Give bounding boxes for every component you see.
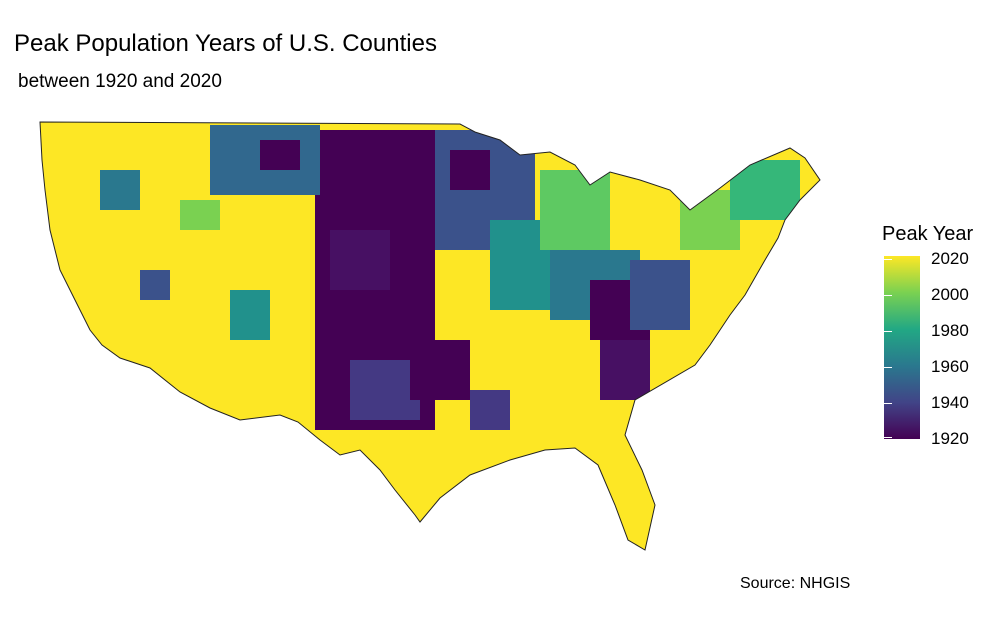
us-county-choropleth-map bbox=[39, 121, 821, 551]
source-caption: Source: NHGIS bbox=[740, 575, 851, 592]
legend-tick bbox=[884, 367, 892, 368]
legend-tick-label: 1920 bbox=[931, 429, 969, 448]
legend-tick bbox=[920, 295, 928, 296]
legend-tick bbox=[920, 437, 928, 438]
legend-tick-label: 1960 bbox=[931, 357, 969, 376]
map-title: Peak Population Years of U.S. Counties bbox=[14, 30, 437, 57]
legend-tick-label: 1980 bbox=[931, 321, 969, 340]
legend-colorbar bbox=[884, 256, 920, 439]
legend-tick-label: 2000 bbox=[931, 285, 969, 304]
legend-tick bbox=[920, 367, 928, 368]
legend-tick bbox=[884, 331, 892, 332]
legend-tick bbox=[884, 295, 892, 296]
legend-tick bbox=[884, 437, 892, 438]
map-subtitle: between 1920 and 2020 bbox=[18, 71, 222, 92]
legend-tick bbox=[920, 331, 928, 332]
legend-tick-label: 1940 bbox=[931, 393, 969, 412]
county-fill-regions bbox=[40, 122, 820, 550]
legend-tick bbox=[884, 259, 892, 260]
legend-tick-label: 2020 bbox=[931, 249, 969, 268]
legend-tick bbox=[884, 403, 892, 404]
legend-title: Peak Year bbox=[882, 223, 974, 245]
legend-tick bbox=[920, 259, 928, 260]
legend-tick bbox=[920, 403, 928, 404]
